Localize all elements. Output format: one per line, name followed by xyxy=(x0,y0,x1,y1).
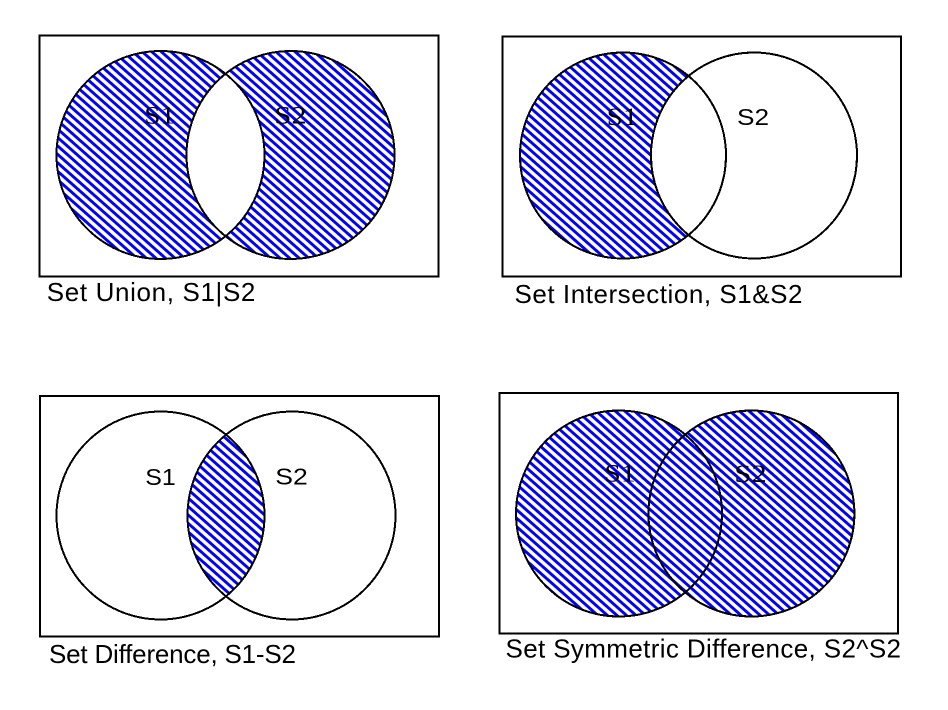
svg-text:Set Union, S1|S2: Set Union, S1|S2 xyxy=(47,277,256,307)
svg-text:Set Intersection, S1&S2: Set Intersection, S1&S2 xyxy=(515,279,803,309)
svg-text:S1: S1 xyxy=(144,101,175,130)
svg-text:S2: S2 xyxy=(737,104,769,130)
svg-text:S1: S1 xyxy=(607,102,638,131)
svg-text:Set Symmetric Difference, S2^S: Set Symmetric Difference, S2^S2 xyxy=(506,634,902,664)
svg-text:Set Difference, S1-S2: Set Difference, S1-S2 xyxy=(49,639,296,669)
svg-text:S2: S2 xyxy=(274,101,307,130)
svg-text:S2: S2 xyxy=(734,459,767,488)
svg-text:S2: S2 xyxy=(275,464,308,490)
svg-text:S1: S1 xyxy=(145,464,176,490)
svg-text:S1: S1 xyxy=(604,459,636,488)
